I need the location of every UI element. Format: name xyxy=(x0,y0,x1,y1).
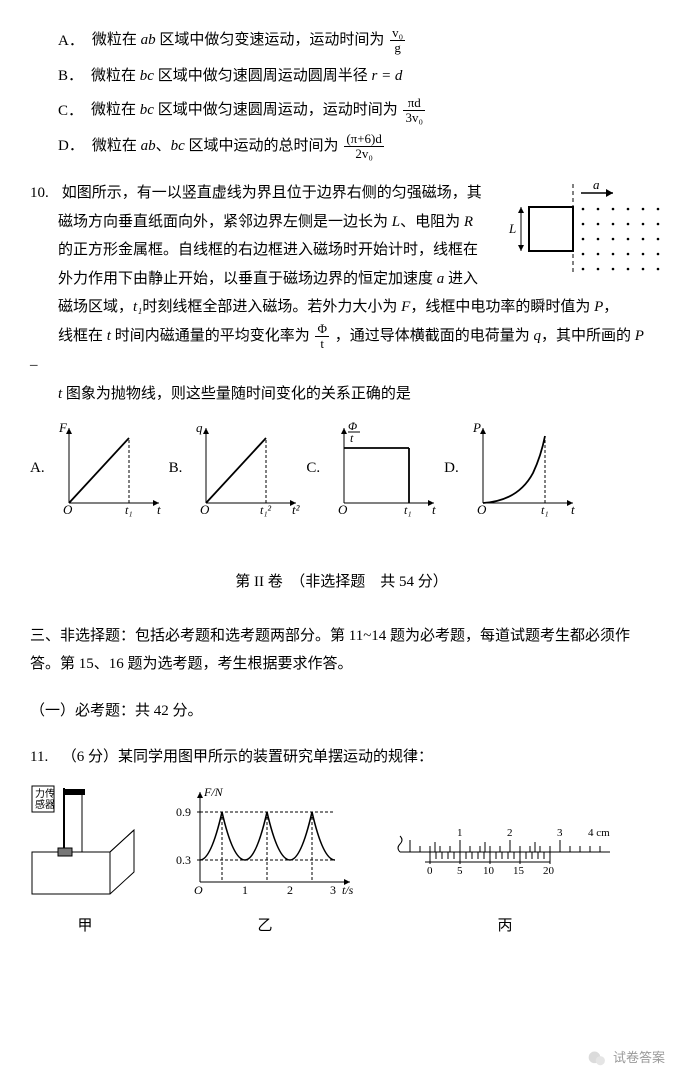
option-a: A． 微粒在 ab 区域中做匀变速运动，运动时间为 v₀g xyxy=(58,26,653,56)
svg-text:t/s: t/s xyxy=(342,883,354,897)
subfig-d: D. P t O t₁ xyxy=(444,418,583,518)
option-c: C． 微粒在 bc 区域中做匀速圆周运动，运动时间为 πd3v₀ xyxy=(58,96,653,126)
section-3-intro: 三、非选择题：包括必考题和选考题两部分。第 11~14 题为必考题，每道试题考生… xyxy=(30,622,653,679)
svg-text:q: q xyxy=(196,420,203,435)
svg-text:4 cm: 4 cm xyxy=(588,827,610,839)
svg-text:2: 2 xyxy=(507,827,513,839)
svg-text:t: t xyxy=(157,502,161,517)
svg-text:F: F xyxy=(58,420,68,435)
svg-text:a: a xyxy=(593,179,600,192)
question-number: 11. xyxy=(30,743,58,772)
fraction: πd3v₀ xyxy=(403,96,425,126)
svg-text:20: 20 xyxy=(543,865,555,877)
section-2-title: 第 II 卷 （非选择题 共 54 分） xyxy=(30,568,653,597)
q11-fig-yi: F/N 0.9 0.3 O 1 2 3 t/s 乙 xyxy=(170,782,360,941)
question-10: a L 10. 如图所示，有一以竖直虚线为界且位于边界右侧的匀强磁场，其 磁场方… xyxy=(30,179,653,518)
svg-text:L: L xyxy=(508,221,516,236)
option-text: 微粒在 bc 区域中做匀速圆周运动，运动时间为 πd3v₀ xyxy=(91,96,427,126)
fraction: (π+6)d2v₀ xyxy=(344,132,384,162)
svg-text:O: O xyxy=(200,502,210,517)
svg-text:t: t xyxy=(350,431,354,445)
svg-text:F/N: F/N xyxy=(203,785,224,799)
svg-text:2: 2 xyxy=(287,883,293,897)
q10-subfigures: A. F t O t₁ B. q t² O t₁² xyxy=(30,418,653,518)
subfig-a: A. F t O t₁ xyxy=(30,418,169,518)
question-number: 10. xyxy=(30,179,58,208)
svg-text:t: t xyxy=(432,502,436,517)
svg-text:O: O xyxy=(338,502,348,517)
svg-text:t₁²: t₁² xyxy=(260,503,272,517)
option-letter: C． xyxy=(58,97,83,126)
option-b: B． 微粒在 bc 区域中做匀速圆周运动圆周半径 r = d xyxy=(58,62,653,91)
q11-fig-bing: 1 2 3 4 cm 0 5 10 15 20 丙 xyxy=(390,822,620,941)
svg-text:t²: t² xyxy=(292,502,301,517)
subfig-b: B. q t² O t₁² xyxy=(169,418,307,518)
bikao-heading: （一）必考题：共 42 分。 xyxy=(30,697,653,726)
svg-text:15: 15 xyxy=(513,865,525,877)
svg-text:10: 10 xyxy=(483,865,495,877)
svg-text:1: 1 xyxy=(457,827,463,839)
q11-fig-jia: 力传 感器 甲 xyxy=(30,782,140,941)
svg-text:t₁: t₁ xyxy=(125,503,133,517)
option-letter: A． xyxy=(58,27,84,56)
svg-text:3: 3 xyxy=(330,883,336,897)
option-text: 微粒在 ab、bc 区域中运动的总时间为 (π+6)d2v₀ xyxy=(92,132,386,162)
svg-text:力传: 力传 xyxy=(35,787,55,800)
fraction: v₀g xyxy=(390,26,405,56)
fraction: Φt xyxy=(315,322,329,352)
svg-text:0: 0 xyxy=(427,865,433,877)
svg-text:1: 1 xyxy=(242,883,248,897)
svg-text:感器: 感器 xyxy=(35,798,55,811)
option-text: 微粒在 bc 区域中做匀速圆周运动圆周半径 r = d xyxy=(91,62,402,91)
svg-text:t₁: t₁ xyxy=(404,503,412,517)
option-letter: D． xyxy=(58,132,84,161)
q10-figure: a L xyxy=(503,179,663,279)
svg-text:O: O xyxy=(63,502,73,517)
question-11: 11. （6 分）某同学用图甲所示的装置研究单摆运动的规律： 力传 感器 甲 xyxy=(30,743,653,941)
svg-text:t: t xyxy=(571,502,575,517)
svg-text:0.9: 0.9 xyxy=(176,805,191,819)
watermark: 试卷答案 xyxy=(587,1046,665,1071)
option-text: 微粒在 ab 区域中做匀变速运动，运动时间为 v₀g xyxy=(92,26,407,56)
svg-text:t₁: t₁ xyxy=(541,503,549,517)
svg-text:3: 3 xyxy=(557,827,563,839)
svg-text:O: O xyxy=(477,502,487,517)
svg-text:O: O xyxy=(194,883,203,897)
subfig-c: C. Φ t t O t₁ xyxy=(306,418,444,518)
svg-text:0.3: 0.3 xyxy=(176,853,191,867)
wechat-icon xyxy=(587,1049,607,1069)
option-letter: B． xyxy=(58,62,83,91)
option-d: D． 微粒在 ab、bc 区域中运动的总时间为 (π+6)d2v₀ xyxy=(58,132,653,162)
svg-text:P: P xyxy=(472,420,481,435)
svg-text:5: 5 xyxy=(457,865,463,877)
